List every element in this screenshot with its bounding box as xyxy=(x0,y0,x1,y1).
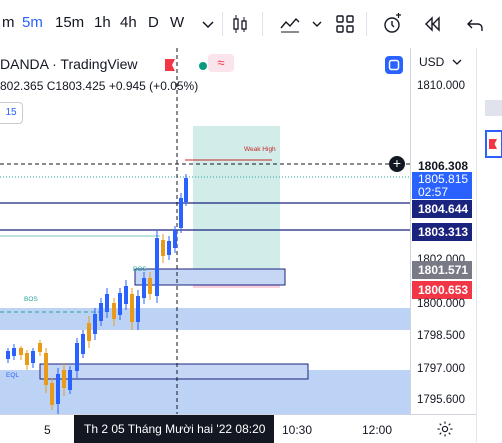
ohlc-values: 802.365 C1803.425 +0.945 (+0.05%) xyxy=(0,79,198,93)
settings-square-icon[interactable] xyxy=(385,56,403,74)
crosshair-plus-icon[interactable]: + xyxy=(389,156,405,172)
price-tag-value: 1800.653 xyxy=(418,283,469,297)
price-tag-entry: 1801.571 xyxy=(412,261,472,279)
price-tag-crosshair: 1806.308 xyxy=(412,157,472,175)
currency-select[interactable]: USD xyxy=(419,55,445,69)
candles-icon[interactable] xyxy=(228,12,252,36)
replay-icon[interactable] xyxy=(420,12,444,36)
flag-icon[interactable] xyxy=(165,59,175,71)
price-tag-value: 1808.151 xyxy=(418,120,469,134)
interval-5m[interactable]: 5m xyxy=(22,14,43,31)
price-tag-level: 1804.644 xyxy=(412,200,472,218)
flag-icon xyxy=(489,139,497,149)
interval-15m[interactable]: 15m xyxy=(55,14,85,31)
interval-4h[interactable]: 4h xyxy=(120,14,137,31)
interval-1m[interactable]: m xyxy=(2,14,15,31)
eql-label: EQL xyxy=(6,372,20,379)
watchlist-item-selected[interactable] xyxy=(485,130,502,158)
time-axis[interactable]: 5 Th 2 05 Tháng Mười hai '22 08:20 10:30… xyxy=(0,414,476,443)
candles xyxy=(6,174,188,414)
price-label: 1810.000 xyxy=(417,80,465,92)
chevron-down-icon[interactable] xyxy=(196,12,220,36)
interval-toggle-button[interactable]: 15 xyxy=(0,102,23,124)
chevron-down-icon[interactable] xyxy=(305,12,329,36)
price-tag-value: 1805.815 xyxy=(418,172,469,186)
symbol-title[interactable]: DANDA · TradingView xyxy=(0,56,138,72)
chart-pane[interactable]: DANDA · TradingView ≈ 802.365 C1803.425 … xyxy=(0,48,410,414)
price-axis[interactable]: USD 1810.000 1808.151 1806.308 1805.815 … xyxy=(410,48,477,414)
chart-canvas xyxy=(0,48,410,414)
price-tag-value: 1803.313 xyxy=(418,225,469,239)
price-tag-level: 1803.313 xyxy=(412,223,472,241)
ohlc-close-label: C xyxy=(46,79,56,93)
chevron-down-icon[interactable] xyxy=(451,56,463,68)
price-label: 1800.000 xyxy=(417,298,465,310)
price-label: 1798.500 xyxy=(417,330,465,342)
price-tag-countdown: 02:57 xyxy=(412,185,472,199)
toolbar-divider xyxy=(222,12,223,36)
market-status-icon xyxy=(199,62,207,70)
interval-d[interactable]: D xyxy=(148,14,159,31)
crosshair-time-label: Th 2 05 Tháng Mười hai '22 08:20 xyxy=(74,415,274,443)
interval-w[interactable]: W xyxy=(170,14,185,31)
toolbar-divider xyxy=(366,12,367,36)
price-tag-value: 1801.571 xyxy=(418,263,469,277)
layout-icon[interactable] xyxy=(333,12,357,36)
price-tag-current: 1805.815 xyxy=(412,172,472,186)
order-block-upper[interactable] xyxy=(0,308,410,330)
wave-icon: ≈ xyxy=(208,54,234,72)
ohlc-change: +0.945 (+0.05%) xyxy=(108,79,199,93)
bos-label-1: BOS xyxy=(133,266,147,273)
alert-icon[interactable] xyxy=(380,12,404,36)
price-label: 1797.000 xyxy=(417,363,465,375)
right-sidebar xyxy=(476,48,502,442)
price-tag-value: 02:57 xyxy=(418,185,449,199)
weak-high-label: Weak High xyxy=(244,146,276,153)
order-block-small[interactable] xyxy=(134,268,286,286)
price-label: 1795.600 xyxy=(417,394,465,406)
toolbar-divider xyxy=(262,12,263,36)
undo-icon[interactable] xyxy=(463,12,487,36)
bos-label-2: BOS xyxy=(24,296,38,303)
price-tag-value: 1804.644 xyxy=(418,202,469,216)
ohlc-open: 802.365 xyxy=(0,79,44,93)
order-block-eql[interactable] xyxy=(39,363,309,380)
time-label: 10:30 xyxy=(282,423,313,437)
interval-1h[interactable]: 1h xyxy=(94,14,111,31)
price-tag-target: 1808.151 xyxy=(412,118,472,136)
time-label: 5 xyxy=(44,423,51,437)
price-tag-value: 1806.308 xyxy=(418,159,469,173)
long-position-target[interactable] xyxy=(193,126,280,269)
time-label: 12:00 xyxy=(362,423,393,437)
watchlist-item[interactable] xyxy=(485,100,502,116)
price-tag-stop: 1800.653 xyxy=(412,281,472,299)
indicators-icon[interactable] xyxy=(278,12,302,36)
ohlc-close: 1803.425 xyxy=(55,79,106,93)
gear-icon[interactable] xyxy=(436,420,454,438)
top-toolbar: m 5m 15m 1h 4h D W xyxy=(0,0,502,49)
